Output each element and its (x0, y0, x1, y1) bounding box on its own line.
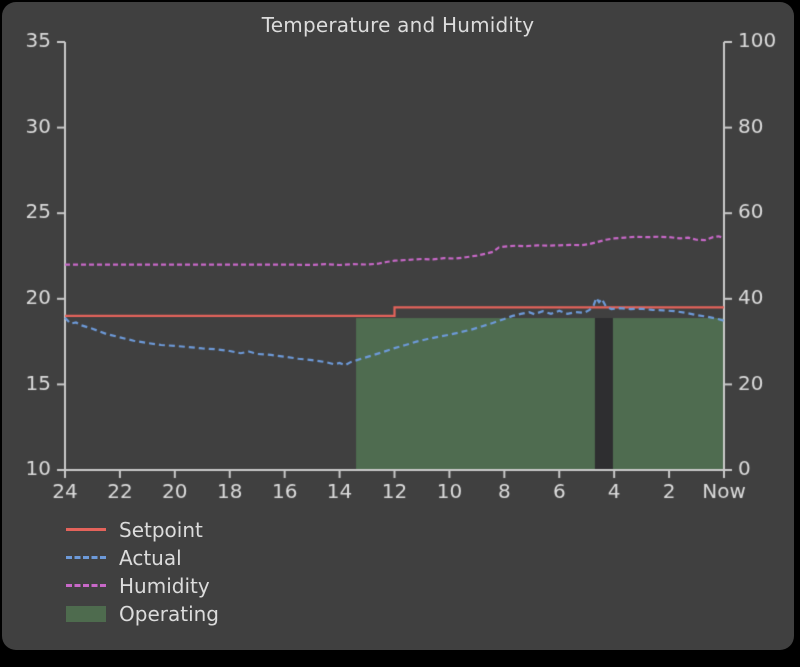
legend-item-operating: Operating (66, 601, 219, 626)
legend-label-setpoint: Setpoint (119, 517, 203, 542)
chart-canvas (2, 2, 794, 508)
actual-line-swatch (66, 556, 106, 559)
chart-panel: Temperature and Humidity Setpoint Actual… (2, 2, 794, 650)
humidity-line-swatch (66, 584, 106, 587)
chart-legend: Setpoint Actual Humidity Operating (66, 517, 219, 626)
legend-item-setpoint: Setpoint (66, 517, 219, 542)
chart-title: Temperature and Humidity (261, 13, 535, 37)
legend-item-actual: Actual (66, 545, 219, 570)
legend-label-operating: Operating (119, 601, 219, 626)
legend-item-humidity: Humidity (66, 573, 219, 598)
setpoint-line-swatch (66, 528, 106, 531)
operating-box-swatch (66, 605, 106, 622)
legend-label-actual: Actual (119, 545, 182, 570)
legend-label-humidity: Humidity (119, 573, 210, 598)
